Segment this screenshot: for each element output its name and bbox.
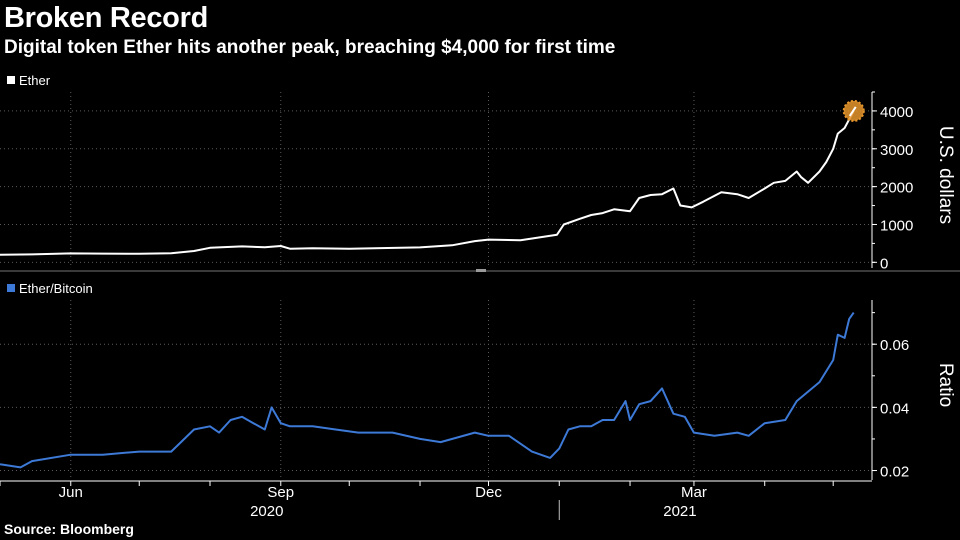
legend-label-ether-bitcoin: Ether/Bitcoin xyxy=(19,281,93,296)
ytick-label: 4000 xyxy=(880,104,913,121)
ytick-label: 1000 xyxy=(880,217,913,234)
labels-layer: 0 1000 2000 3000 4000 Ether U.S. dollars 0.02 0.… xyxy=(7,73,956,520)
chart-subtitle: Digital token Ether hits another peak, b… xyxy=(4,37,616,58)
source-note: Source: Bloomberg xyxy=(4,521,134,537)
grid-layer xyxy=(0,92,872,480)
panel-separator-handle xyxy=(476,269,486,272)
ytick-label: 0.06 xyxy=(880,337,909,354)
x-tick-label-mar: Mar xyxy=(681,484,707,501)
x-year-label-2020: 2020 xyxy=(250,503,283,520)
x-tick-label-dec: Dec xyxy=(475,484,502,501)
ether-bitcoin-ratio-line xyxy=(0,312,855,469)
ether-price-line xyxy=(0,110,855,256)
legend-swatch-ether-bitcoin xyxy=(7,284,15,292)
ytick-label: 0 xyxy=(880,255,888,272)
peak-highlight-line-segment xyxy=(848,106,857,117)
ytick-label: 0.02 xyxy=(880,464,909,481)
x-tick-label-sep: Sep xyxy=(267,484,294,501)
ytick-label: 2000 xyxy=(880,180,913,197)
series-layer xyxy=(0,99,865,469)
y-axis-title: U.S. dollars xyxy=(935,126,956,224)
x-year-label-2021: 2021 xyxy=(663,503,696,520)
y-axis-title: Ratio xyxy=(935,363,956,407)
chart-title: Broken Record xyxy=(4,2,208,34)
legend-label-ether: Ether xyxy=(19,73,51,88)
x-tick-label-jun: Jun xyxy=(59,484,83,501)
ytick-label: 0.04 xyxy=(880,400,909,417)
axes-layer xyxy=(0,91,960,520)
legend-swatch-ether xyxy=(7,76,15,84)
ytick-label: 3000 xyxy=(880,142,913,159)
